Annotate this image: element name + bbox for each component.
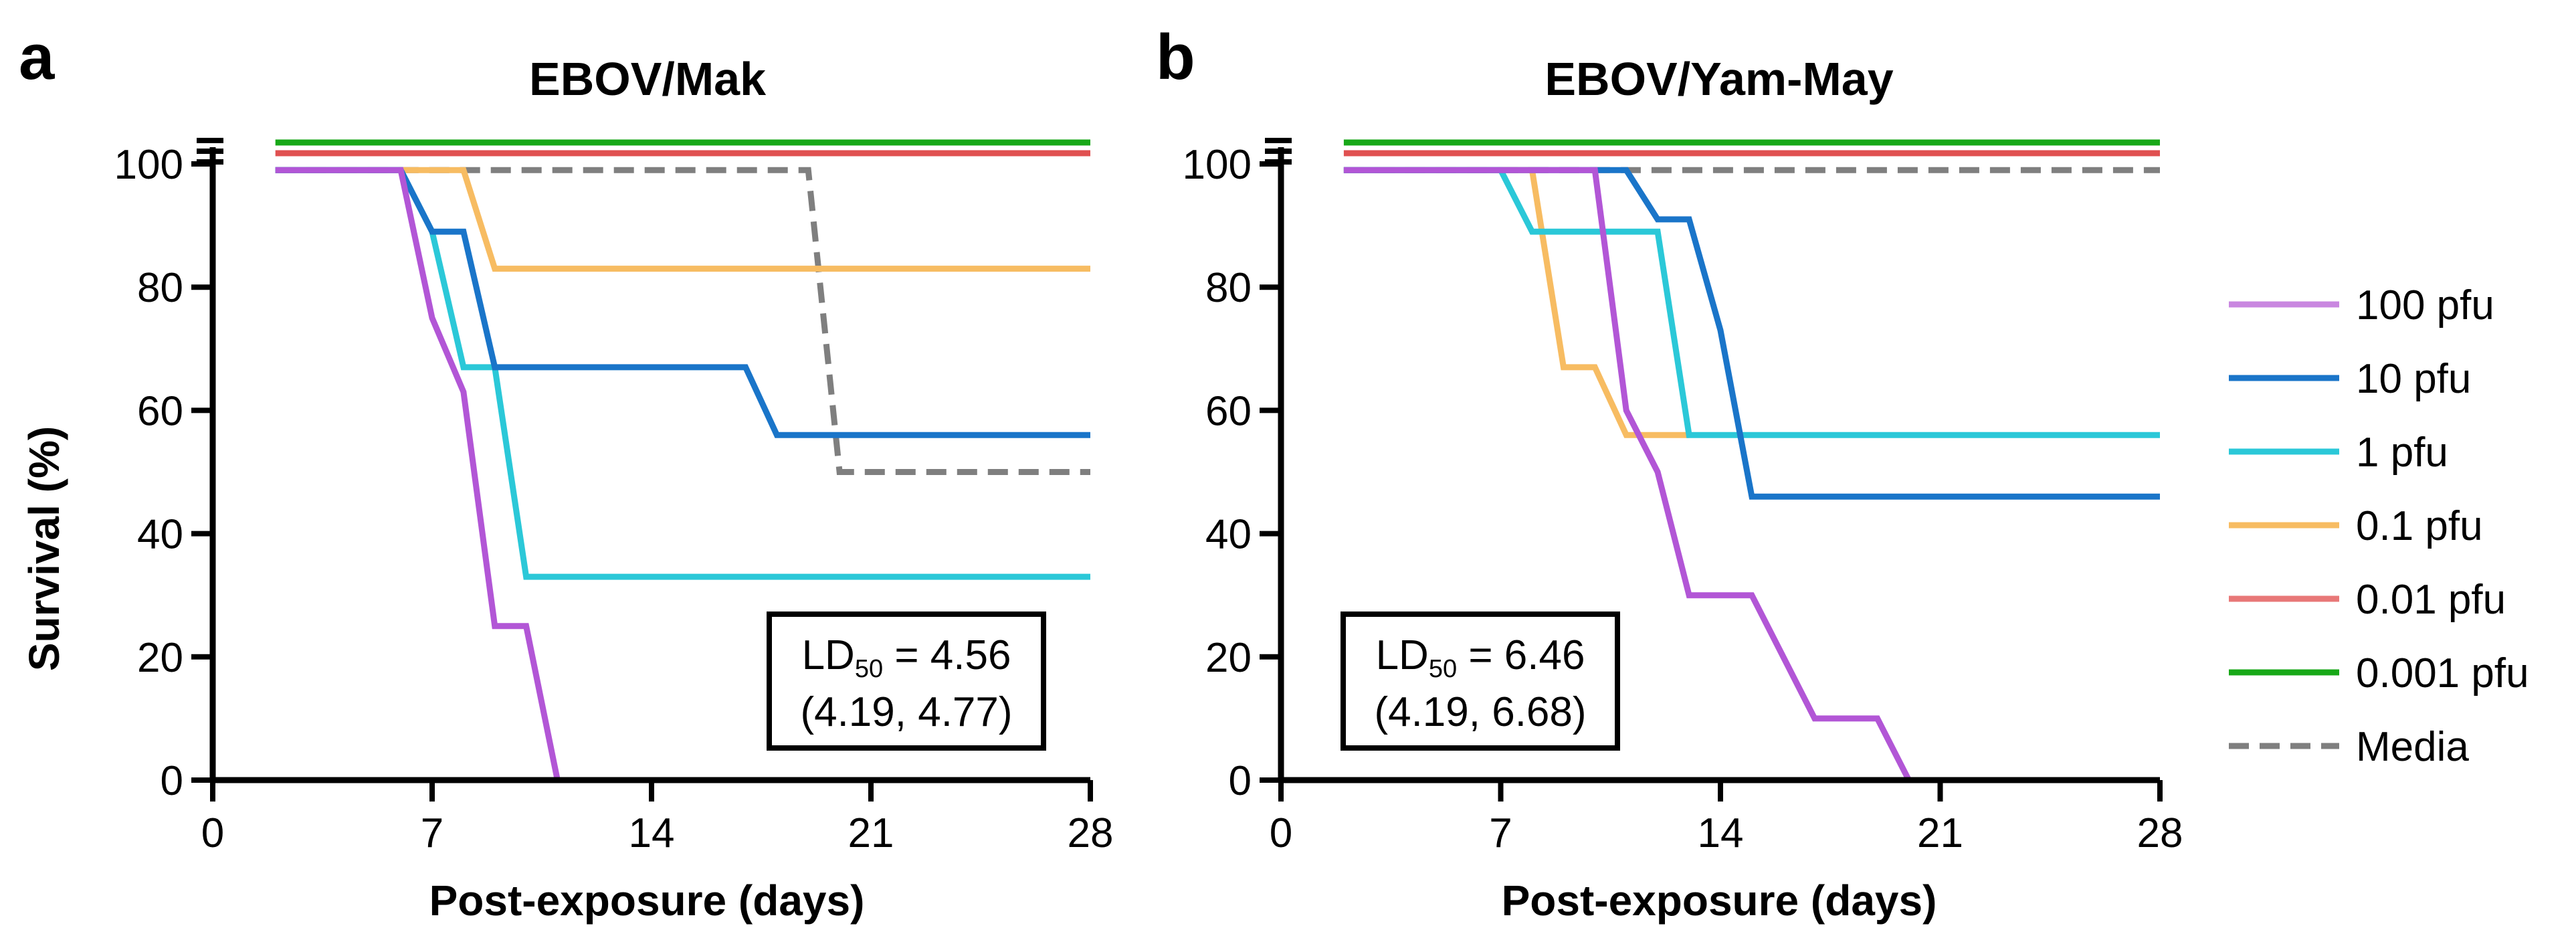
x-tick-label: 14: [1698, 810, 1744, 856]
series-line-10-pfu: [275, 167, 1090, 438]
y-axis-label-a: Survival (%): [20, 426, 68, 671]
panel-b: b EBOV/Yam-May Post-exposure (days) 0 20 4…: [1156, 21, 2183, 925]
ld50-ci-b: (4.19, 6.68): [1374, 689, 1586, 735]
ld50-subscript-b: 50: [1429, 655, 1457, 683]
legend-item-10-pfu: 10 pfu: [2229, 356, 2471, 402]
ld50-box-a: [767, 612, 1046, 751]
ld50-prefix-a: LD: [802, 632, 855, 678]
x-tick-label: 14: [629, 810, 675, 856]
ld50-value-a: = 4.56: [883, 632, 1011, 678]
x-ticks-b: 0 7 14 21 28: [1270, 780, 2183, 856]
ld50-annotation-b: LD50 = 6.46 (4.19, 6.68): [1341, 612, 1620, 751]
ld50-value-b: = 6.46: [1457, 632, 1585, 678]
legend-label: 10 pfu: [2356, 356, 2471, 402]
y-tick-label: 20: [1205, 635, 1252, 681]
ld50-text-a: LD50 = 4.56: [802, 632, 1011, 683]
legend-item-0-001-pfu: 0.001 pfu: [2229, 650, 2529, 696]
y-tick-label: 80: [1205, 265, 1252, 311]
x-ticks-a: 0 7 14 21 28: [201, 780, 1114, 856]
y-tick-label: 40: [137, 512, 183, 558]
ld50-box-b: [1341, 612, 1620, 751]
series-line-1-pfu: [275, 167, 1090, 580]
x-tick-label: 0: [201, 810, 224, 856]
series-line-10-pfu: [1343, 167, 2160, 500]
x-tick-label: 7: [421, 810, 443, 856]
series-layer-a: [275, 139, 1090, 783]
x-tick-label: 28: [2137, 810, 2183, 856]
legend-item-media: Media: [2229, 724, 2469, 770]
x-tick-label: 21: [1917, 810, 1963, 856]
series-line-0-1-pfu: [1343, 167, 1690, 438]
series-layer-b: [1343, 139, 2160, 783]
legend-item-1-pfu: 1 pfu: [2229, 430, 2448, 476]
ld50-prefix-b: LD: [1376, 632, 1429, 678]
x-tick-label: 0: [1270, 810, 1292, 856]
y-tick-label: 100: [114, 142, 183, 188]
legend-label: 1 pfu: [2356, 430, 2448, 476]
legend-item-0-01-pfu: 0.01 pfu: [2229, 577, 2506, 623]
series-line-100-pfu: [275, 167, 1090, 783]
series-line-media: [275, 167, 1090, 475]
series-line-100-pfu: [1343, 167, 2160, 783]
panel-label-a: a: [19, 21, 55, 93]
ld50-annotation-a: LD50 = 4.56 (4.19, 4.77): [767, 612, 1046, 751]
x-tick-label: 28: [1068, 810, 1114, 856]
chart-title-a: EBOV/Mak: [529, 53, 766, 105]
y-ticks-a: 0 20 40 60 80 100: [114, 142, 213, 804]
y-tick-label: 40: [1205, 512, 1252, 558]
x-axis-label-a: Post-exposure (days): [429, 876, 865, 925]
legend-item-100-pfu: 100 pfu: [2229, 282, 2494, 328]
series-line-0-1-pfu: [275, 167, 1090, 272]
panel-a: a EBOV/Mak Survival (%) Post-exposure (d…: [19, 21, 1113, 925]
y-tick-label: 0: [161, 758, 183, 804]
legend-label: 0.1 pfu: [2356, 503, 2483, 549]
ld50-ci-a: (4.19, 4.77): [800, 689, 1012, 735]
legend-label: 100 pfu: [2356, 282, 2494, 328]
x-tick-label: 7: [1489, 810, 1512, 856]
legend-label: Media: [2356, 724, 2469, 770]
chart-title-b: EBOV/Yam-May: [1545, 53, 1893, 105]
y-tick-label: 60: [1205, 388, 1252, 434]
y-tick-label: 60: [137, 388, 183, 434]
ld50-subscript-a: 50: [855, 655, 883, 683]
y-tick-label: 80: [137, 265, 183, 311]
legend-label: 0.001 pfu: [2356, 650, 2529, 696]
y-tick-label: 20: [137, 635, 183, 681]
panel-label-b: b: [1156, 21, 1195, 93]
y-tick-label: 100: [1183, 142, 1252, 188]
y-tick-label: 0: [1229, 758, 1252, 804]
x-tick-label: 21: [848, 810, 894, 856]
legend-label: 0.01 pfu: [2356, 577, 2506, 623]
series-line-1-pfu: [1343, 167, 2160, 438]
x-axis-label-b: Post-exposure (days): [1502, 876, 1937, 925]
ld50-text-b: LD50 = 6.46: [1376, 632, 1585, 683]
y-ticks-b: 0 20 40 60 80 100: [1183, 142, 1281, 804]
legend: 100 pfu 10 pfu 1 pfu 0.1 pfu 0.01 pfu 0.001 p…: [2229, 282, 2529, 770]
legend-item-0-1-pfu: 0.1 pfu: [2229, 503, 2483, 549]
